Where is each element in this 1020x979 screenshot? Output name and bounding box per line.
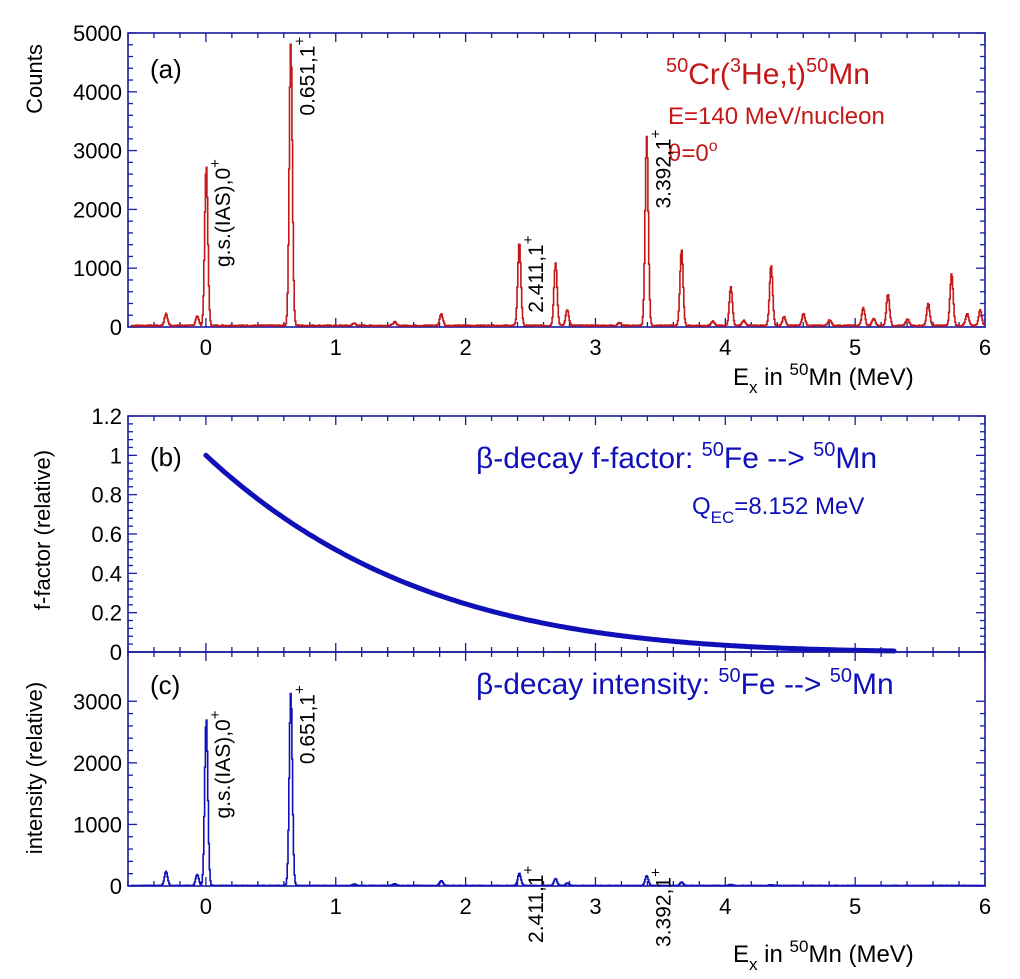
x-tick-label: 3: [589, 335, 601, 360]
x-tick-label: 2: [459, 335, 471, 360]
y-tick-label: 3000: [73, 689, 122, 714]
panel-a-tag: (a): [150, 54, 182, 84]
panel-b-title: β-decay f-factor: 50Fe --> 50Mn: [476, 439, 877, 475]
y-tick-label: 1000: [73, 812, 122, 837]
x-tick-label: 2: [459, 894, 471, 919]
x-tick-label: 0: [200, 894, 212, 919]
q-value-label: QEC=8.152 MeV: [692, 493, 864, 527]
y-tick-label: 0: [110, 874, 122, 899]
beam-energy-label: E=140 MeV/nucleon: [668, 103, 885, 130]
x-tick-label: 1: [330, 894, 342, 919]
x-tick-label: 6: [979, 894, 991, 919]
y-tick-label: 1.2: [91, 404, 122, 429]
x-tick-label: 1: [330, 335, 342, 360]
y-tick-label: 0: [110, 640, 122, 665]
y-tick-label: 4000: [73, 80, 122, 105]
y-tick-label: 0.8: [91, 483, 122, 508]
y-tick-label: 0: [110, 315, 122, 340]
peak-label: g.s.(IAS),0+: [207, 159, 235, 267]
panel-a-ylabel: Counts: [22, 44, 47, 114]
y-tick-label: 3000: [73, 139, 122, 164]
x-tick-label: 5: [849, 894, 861, 919]
y-tick-label: 1000: [73, 256, 122, 281]
peak-label: 2.411,1+: [520, 235, 548, 313]
spectrum-series-0: [130, 43, 986, 327]
y-tick-label: 0.2: [91, 601, 122, 626]
peak-label: 2.411,1+: [520, 865, 548, 943]
panel-0-frame: [127, 32, 986, 328]
f-factor-curve: [203, 452, 897, 654]
panel-c-tag: (c): [150, 670, 180, 700]
x-tick-label: 4: [719, 335, 731, 360]
panel-2-frame: [127, 651, 986, 887]
peak-label: 0.651,1+: [291, 37, 319, 116]
y-tick-label: 0.6: [91, 522, 122, 547]
peak-label: 0.651,1+: [291, 685, 319, 764]
y-tick-label: 2000: [73, 751, 122, 776]
spectrum-series-2: [130, 692, 986, 887]
y-tick-label: 1: [110, 443, 122, 468]
y-tick-label: 0.4: [91, 561, 122, 586]
panel-c-title: β-decay intensity: 50Fe --> 50Mn: [476, 665, 894, 701]
x-tick-label: 0: [200, 335, 212, 360]
panel-c-xlabel: Ex in 50Mn (MeV): [733, 937, 914, 974]
reaction-label: 50Cr(3He,t)50Mn: [666, 55, 870, 91]
panel-b-tag: (b): [150, 442, 182, 472]
panel-a-xlabel: Ex in 50Mn (MeV): [733, 360, 914, 397]
angle-label: θ=0o: [668, 138, 718, 167]
x-tick-label: 5: [849, 335, 861, 360]
x-tick-label: 4: [719, 894, 731, 919]
x-tick-label: 6: [979, 335, 991, 360]
x-tick-label: 3: [589, 894, 601, 919]
panel-c-ylabel: intensity (relative): [22, 682, 47, 854]
panel-b-ylabel: f-factor (relative): [30, 450, 55, 610]
peak-label: 3.392,1+: [647, 868, 675, 947]
y-tick-label: 2000: [73, 197, 122, 222]
peak-label: 3.392,1+: [647, 129, 675, 208]
y-tick-label: 5000: [73, 21, 122, 46]
peak-label: g.s.(IAS),0+: [207, 710, 235, 818]
